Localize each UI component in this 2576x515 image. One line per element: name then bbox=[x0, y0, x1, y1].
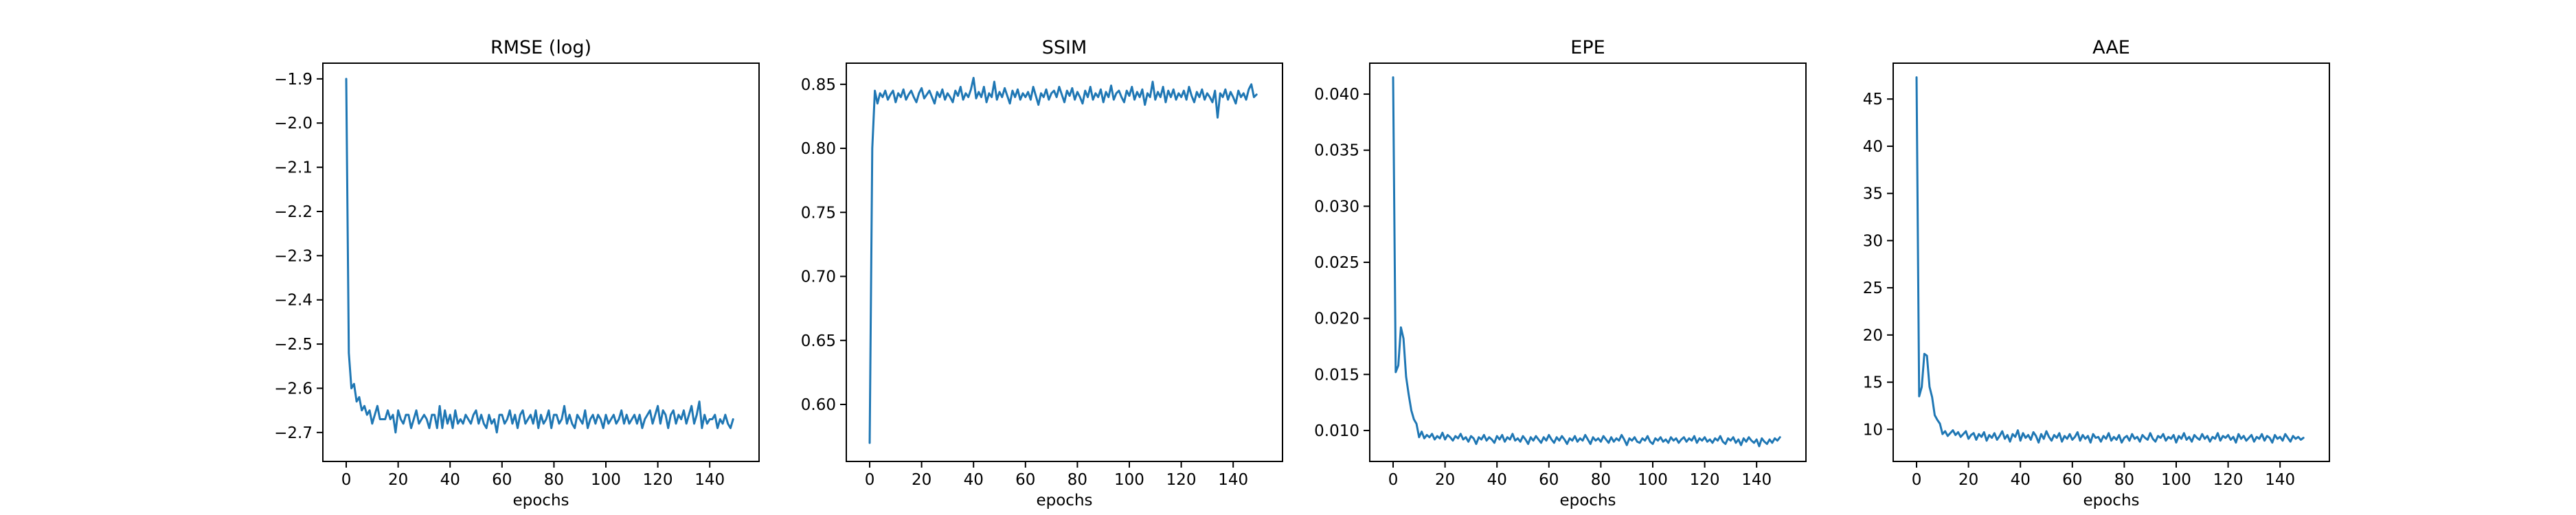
y-tick-label: −2.1 bbox=[274, 159, 313, 177]
x-tick-label: 40 bbox=[440, 471, 460, 489]
x-tick-label: 120 bbox=[1166, 471, 1197, 489]
y-tick-label: −2.7 bbox=[274, 424, 313, 442]
x-tick-label: 100 bbox=[1638, 471, 1668, 489]
x-tick-label: 80 bbox=[1591, 471, 1611, 489]
y-tick-label: 0.025 bbox=[1314, 254, 1359, 272]
x-tick-label: 120 bbox=[643, 471, 673, 489]
y-tick-label: 0.030 bbox=[1314, 198, 1359, 216]
y-tick-label: 0.70 bbox=[801, 268, 836, 286]
x-tick-label: 40 bbox=[964, 471, 984, 489]
y-tick-label: −2.5 bbox=[274, 336, 313, 354]
x-tick-label: 80 bbox=[2114, 471, 2134, 489]
y-tick-label: 0.75 bbox=[801, 204, 836, 222]
y-tick-label: 35 bbox=[1863, 185, 1883, 203]
x-tick-label: 20 bbox=[388, 471, 408, 489]
y-tick-label: 0.80 bbox=[801, 140, 836, 158]
x-tick-label: 120 bbox=[2213, 471, 2244, 489]
x-tick-label: 0 bbox=[341, 471, 352, 489]
x-tick-label: 100 bbox=[1114, 471, 1144, 489]
x-tick-label: 60 bbox=[2062, 471, 2082, 489]
y-tick-label: 10 bbox=[1863, 421, 1883, 439]
x-axis-label: epochs bbox=[2083, 492, 2139, 510]
chart-panel-1: SSIM 0 20 40 60 80 100 120 140 0.60 0.65 0.70 0.75 0.… bbox=[801, 37, 1283, 510]
x-tick-label: 60 bbox=[1539, 471, 1559, 489]
x-tick-label: 40 bbox=[1487, 471, 1507, 489]
chart-panel-3: AAE 0 20 40 60 80 100 120 140 10 15 20 25 30 35 40 45 epo… bbox=[1863, 37, 2330, 510]
y-tick-label: 0.020 bbox=[1314, 310, 1359, 328]
y-tick-label: 0.015 bbox=[1314, 366, 1359, 384]
chart-panel-0: RMSE (log) 0 20 40 60 80 100 120 140 −2.7 −2.6 −2.5… bbox=[274, 37, 760, 510]
plot-frame bbox=[1893, 62, 2330, 462]
x-axis-label: epochs bbox=[1036, 492, 1092, 510]
y-tick-label: 0.85 bbox=[801, 76, 836, 94]
x-tick-label: 40 bbox=[2011, 471, 2031, 489]
x-tick-label: 140 bbox=[1741, 471, 1772, 489]
x-tick-label: 0 bbox=[865, 471, 875, 489]
y-tick-label: 0.60 bbox=[801, 396, 836, 414]
chart-title: RMSE (log) bbox=[490, 37, 591, 58]
y-tick-label: 0.010 bbox=[1314, 422, 1359, 440]
x-tick-label: 140 bbox=[694, 471, 725, 489]
series-line-2-0 bbox=[1392, 76, 1781, 448]
x-tick-label: 0 bbox=[1388, 471, 1399, 489]
x-axis-label: epochs bbox=[512, 492, 569, 510]
series-line-3-0 bbox=[1915, 76, 2305, 444]
chart-title: AAE bbox=[2092, 37, 2130, 58]
y-tick-label: −2.0 bbox=[274, 115, 313, 133]
y-tick-label: 25 bbox=[1863, 279, 1883, 297]
x-tick-label: 100 bbox=[2161, 471, 2191, 489]
y-tick-label: 15 bbox=[1863, 374, 1883, 392]
y-tick-label: 40 bbox=[1863, 138, 1883, 156]
y-tick-label: 30 bbox=[1863, 232, 1883, 250]
plot-frame bbox=[1369, 62, 1807, 462]
plot-frame bbox=[322, 62, 760, 462]
y-tick-label: 0.040 bbox=[1314, 86, 1359, 104]
x-tick-label: 20 bbox=[1435, 471, 1455, 489]
x-tick-label: 140 bbox=[1218, 471, 1248, 489]
x-axis-label: epochs bbox=[1559, 492, 1616, 510]
x-tick-label: 0 bbox=[1912, 471, 1922, 489]
y-tick-label: 20 bbox=[1863, 327, 1883, 345]
y-tick-label: −2.2 bbox=[274, 203, 313, 221]
x-tick-label: 20 bbox=[1958, 471, 1978, 489]
y-tick-label: 0.035 bbox=[1314, 142, 1359, 160]
y-tick-label: 0.65 bbox=[801, 332, 836, 350]
x-tick-label: 60 bbox=[492, 471, 512, 489]
x-tick-label: 140 bbox=[2265, 471, 2295, 489]
x-tick-label: 100 bbox=[591, 471, 621, 489]
chart-title: SSIM bbox=[1042, 37, 1087, 58]
x-tick-label: 80 bbox=[544, 471, 564, 489]
y-tick-label: −2.4 bbox=[274, 292, 313, 310]
series-line-0-0 bbox=[345, 78, 734, 434]
chart-panel-2: EPE 0 20 40 60 80 100 120 140 0.010 0.015 0.020 0.02… bbox=[1314, 37, 1807, 510]
x-tick-label: 80 bbox=[1067, 471, 1087, 489]
x-tick-label: 60 bbox=[1015, 471, 1035, 489]
x-tick-label: 120 bbox=[1690, 471, 1720, 489]
y-tick-label: −2.6 bbox=[274, 380, 313, 398]
chart-title: EPE bbox=[1570, 37, 1605, 58]
series-line-1-0 bbox=[868, 76, 1258, 444]
x-tick-label: 20 bbox=[912, 471, 931, 489]
y-tick-label: −1.9 bbox=[274, 71, 313, 89]
y-tick-label: −2.3 bbox=[274, 247, 313, 265]
plot-frame bbox=[846, 62, 1283, 462]
y-tick-label: 45 bbox=[1863, 91, 1883, 108]
